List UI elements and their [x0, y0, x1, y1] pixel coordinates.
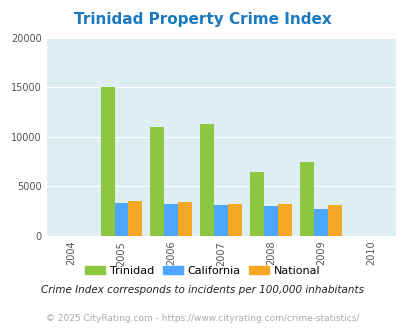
Bar [114, 203, 128, 236]
Bar [150, 127, 164, 236]
Bar [228, 204, 242, 236]
Bar [299, 162, 313, 236]
Bar [100, 87, 114, 236]
Bar [128, 201, 142, 236]
Text: © 2025 CityRating.com - https://www.cityrating.com/crime-statistics/: © 2025 CityRating.com - https://www.city… [46, 314, 359, 323]
Bar [277, 204, 291, 236]
Bar [214, 205, 228, 236]
Bar [164, 204, 178, 236]
Bar [178, 202, 192, 236]
Bar [249, 172, 264, 236]
Bar [313, 209, 327, 236]
Bar [327, 205, 341, 236]
Legend: Trinidad, California, National: Trinidad, California, National [81, 261, 324, 280]
Bar [200, 124, 214, 236]
Text: Trinidad Property Crime Index: Trinidad Property Crime Index [74, 12, 331, 26]
Text: Crime Index corresponds to incidents per 100,000 inhabitants: Crime Index corresponds to incidents per… [41, 285, 364, 295]
Bar [264, 206, 277, 236]
